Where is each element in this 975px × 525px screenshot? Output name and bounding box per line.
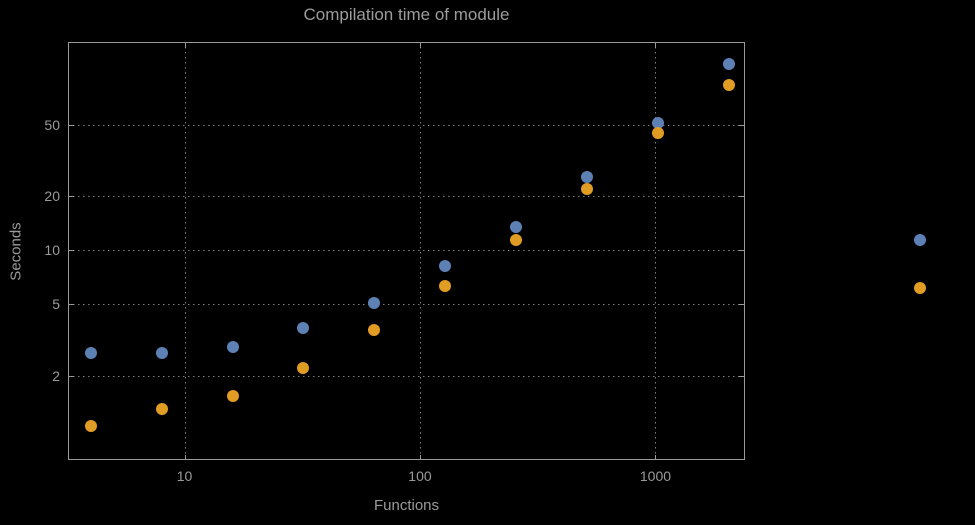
top-tick-10 xyxy=(184,43,186,48)
bottom-tick-10 xyxy=(184,455,186,460)
legend-marker-series2 xyxy=(914,282,926,294)
data-point-series1-x4 xyxy=(84,346,97,359)
data-point-series1-x512 xyxy=(581,171,593,184)
chart-title: Compilation time of module xyxy=(303,5,510,24)
right-tick-10 xyxy=(739,250,744,252)
data-point-series2-x16 xyxy=(226,389,239,402)
right-tick-2 xyxy=(739,375,744,377)
plot-frame xyxy=(68,42,745,460)
x-tick-label-10: 10 xyxy=(176,468,193,484)
left-tick-20 xyxy=(69,196,74,198)
data-point-series1-x256 xyxy=(510,221,523,234)
data-point-series1-x8 xyxy=(155,346,168,359)
data-point-series2-x2048 xyxy=(722,78,735,91)
bottom-tick-1000 xyxy=(655,455,657,460)
data-point-series2-x1024 xyxy=(651,127,664,140)
data-point-series1-x2048 xyxy=(722,57,735,70)
y-tick-label-2: 2 xyxy=(52,367,60,384)
gridline-y-50 xyxy=(68,124,745,126)
left-tick-50 xyxy=(69,124,74,126)
x-tick-label-100: 100 xyxy=(408,468,432,484)
data-point-series1-x128 xyxy=(439,259,452,272)
data-point-series1-x16 xyxy=(226,340,239,353)
data-point-series2-x32 xyxy=(297,362,310,375)
gridline-y-5 xyxy=(68,304,745,306)
top-tick-100 xyxy=(419,43,421,48)
legend-marker-series1 xyxy=(914,234,926,246)
gridline-y-20 xyxy=(68,196,745,198)
left-tick-2 xyxy=(69,375,74,377)
y-tick-label-50: 50 xyxy=(44,116,60,133)
x-axis-label: Functions xyxy=(373,497,440,514)
data-point-series2-x8 xyxy=(155,403,168,416)
right-tick-20 xyxy=(739,196,744,198)
data-point-series2-x4 xyxy=(84,420,97,433)
data-point-series1-x1024 xyxy=(651,117,664,130)
gridline-y-10 xyxy=(68,250,745,252)
data-point-series2-x256 xyxy=(510,233,523,246)
bottom-tick-100 xyxy=(419,455,421,460)
y-axis-label: Seconds xyxy=(7,222,25,281)
data-point-series2-x64 xyxy=(368,324,381,337)
top-tick-1000 xyxy=(655,43,657,48)
left-tick-10 xyxy=(69,250,74,252)
y-tick-label-5: 5 xyxy=(52,296,60,313)
y-tick-label-20: 20 xyxy=(44,188,60,205)
right-tick-50 xyxy=(739,124,744,126)
y-tick-label-10: 10 xyxy=(44,242,60,259)
left-tick-5 xyxy=(69,304,74,306)
right-tick-5 xyxy=(739,304,744,306)
data-point-series1-x32 xyxy=(297,321,310,334)
data-point-series1-x64 xyxy=(368,296,381,309)
data-point-series2-x128 xyxy=(439,280,452,293)
gridline-y-2 xyxy=(68,375,745,377)
data-point-series2-x512 xyxy=(581,182,593,195)
x-tick-label-1000: 1000 xyxy=(639,468,672,484)
